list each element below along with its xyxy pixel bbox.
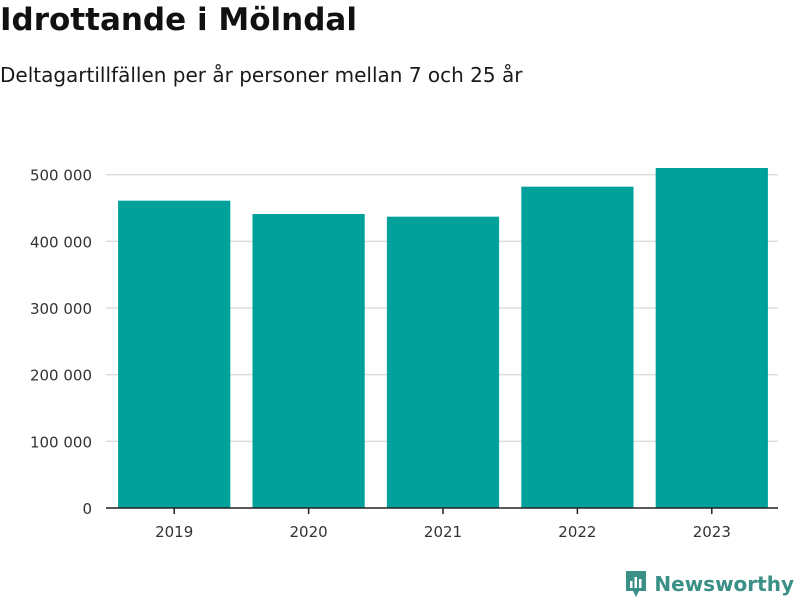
y-tick-label: 0	[82, 500, 92, 518]
x-tick-label: 2020	[290, 523, 328, 541]
y-tick-label: 400 000	[30, 233, 92, 251]
bar	[655, 168, 768, 508]
y-tick-label: 500 000	[30, 167, 92, 185]
x-tick-label: 2019	[155, 523, 193, 541]
x-tick-label: 2021	[424, 523, 462, 541]
y-tick-label: 300 000	[30, 300, 92, 318]
newsworthy-brand: Newsworthy	[624, 568, 794, 600]
bar	[521, 186, 634, 508]
bar-chart: 0 100 000 200 000 300 000 400 000 500 000 2019…	[30, 167, 778, 541]
newsworthy-logo-icon	[626, 571, 647, 597]
chart-subtitle: Deltagartillfällen per år personer mella…	[0, 63, 523, 87]
brand-name: Newsworthy	[654, 572, 794, 596]
bar	[386, 216, 500, 508]
x-tick-label: 2023	[693, 523, 731, 541]
chart-title: Idrottande i Mölndal	[0, 2, 357, 38]
y-tick-label: 200 000	[30, 367, 92, 385]
y-tick-label: 100 000	[30, 433, 92, 451]
bar	[118, 200, 231, 508]
bar	[252, 214, 365, 508]
x-tick-label: 2022	[558, 523, 596, 541]
